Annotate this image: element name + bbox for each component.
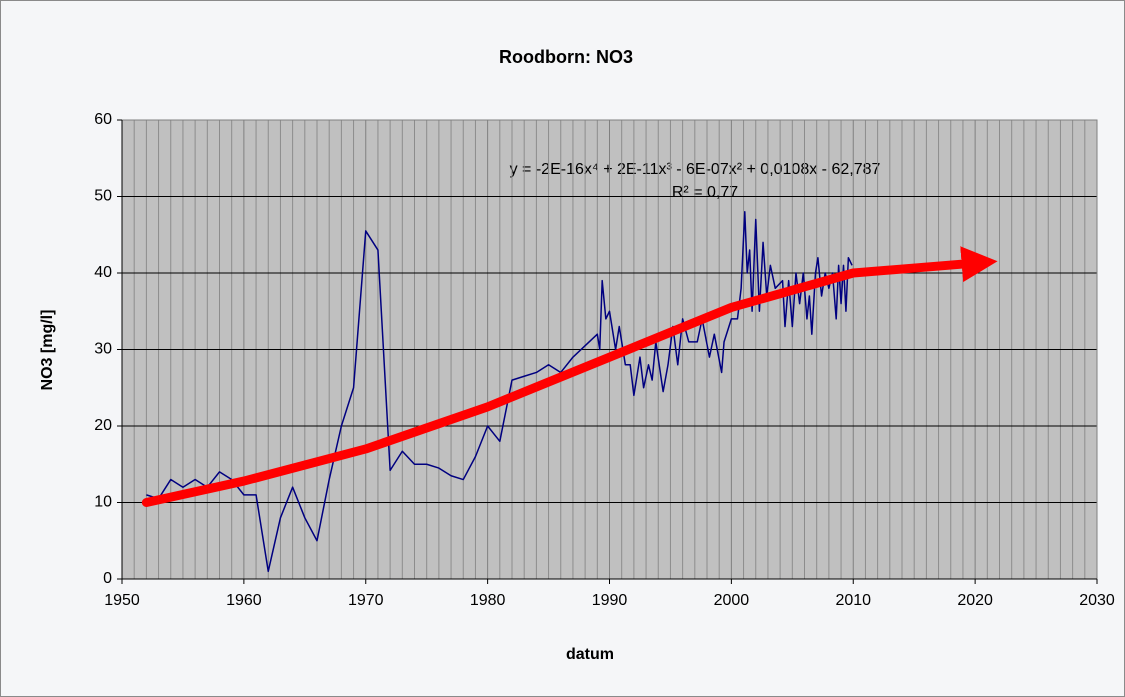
y-tick-label: 50 bbox=[94, 188, 112, 205]
y-tick-label: 30 bbox=[94, 341, 112, 358]
x-tick-label: 1970 bbox=[348, 592, 384, 609]
x-tick-label: 1960 bbox=[226, 592, 262, 609]
x-tick-label: 1980 bbox=[470, 592, 506, 609]
x-tick-label: 2010 bbox=[835, 592, 871, 609]
y-tick-label: 0 bbox=[103, 570, 112, 587]
y-tick-label: 40 bbox=[94, 264, 112, 281]
x-tick-label: 2030 bbox=[1079, 592, 1115, 609]
x-tick-label: 1950 bbox=[104, 592, 140, 609]
y-tick-label: 60 bbox=[94, 111, 112, 128]
x-tick-label: 2020 bbox=[957, 592, 993, 609]
trend-line bbox=[141, 246, 998, 507]
x-tick-label: 2000 bbox=[714, 592, 750, 609]
trend-r2: R² = 0,77 bbox=[672, 184, 738, 201]
x-axis-label: datum bbox=[566, 646, 614, 663]
y-tick-label: 20 bbox=[94, 417, 112, 434]
chart-title: Roodborn: NO3 bbox=[499, 47, 633, 67]
x-tick-label: 1990 bbox=[592, 592, 628, 609]
y-axis-label: NO3 [mg/l] bbox=[39, 310, 56, 391]
y-tick-label: 10 bbox=[94, 494, 112, 511]
